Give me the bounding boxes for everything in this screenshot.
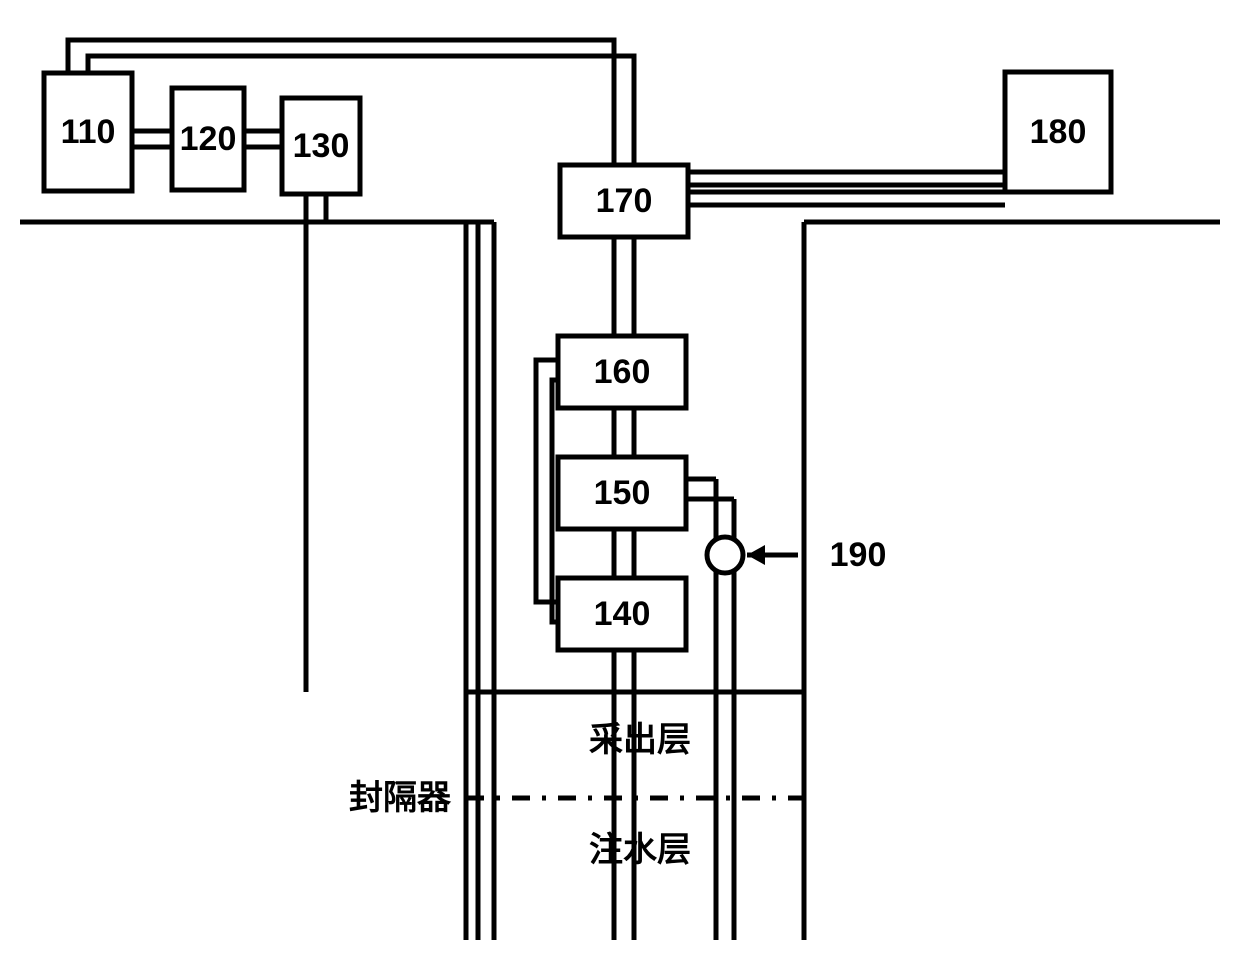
node-label-190: 190 xyxy=(830,536,887,574)
node-label-140: 140 xyxy=(594,595,651,633)
node-170: 170 xyxy=(560,165,688,237)
node-label-150: 150 xyxy=(594,474,651,512)
node-130: 130 xyxy=(282,98,360,194)
label-packer: 封隔器 xyxy=(349,779,452,817)
node-label-180: 180 xyxy=(1030,113,1087,151)
node-label-120: 120 xyxy=(180,120,237,158)
node-label-160: 160 xyxy=(594,353,651,391)
node-150: 150 xyxy=(558,457,686,529)
label-production_zone: 采出层 xyxy=(589,721,691,759)
node-180: 180 xyxy=(1005,72,1111,192)
node-160: 160 xyxy=(558,336,686,408)
node-140: 140 xyxy=(558,578,686,650)
node-label-110: 110 xyxy=(61,113,116,151)
label-injection_zone: 注水层 xyxy=(589,831,691,869)
node-label-130: 130 xyxy=(293,127,350,165)
node-110: 110 xyxy=(44,73,132,191)
node-label-170: 170 xyxy=(596,182,653,220)
node-120: 120 xyxy=(172,88,244,190)
